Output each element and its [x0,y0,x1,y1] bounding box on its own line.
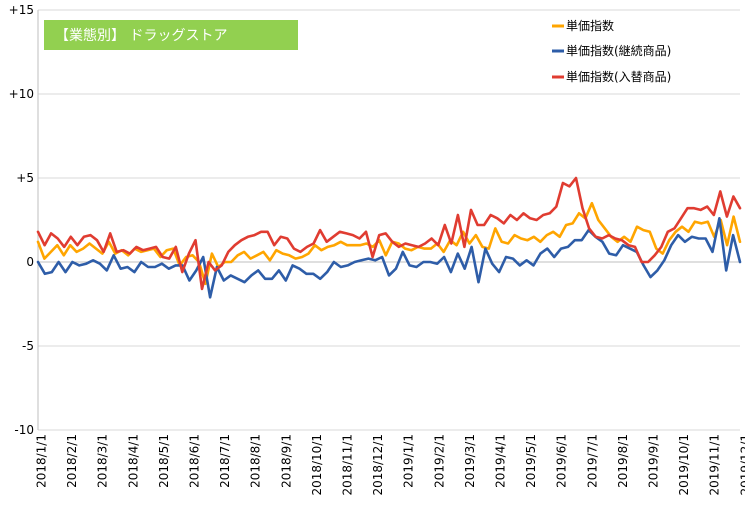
legend-label: 単価指数(入替商品) [566,69,671,84]
x-tick-label: 2018/10/1 [310,434,324,496]
x-tick-label: 2018/6/1 [188,434,202,488]
y-axis-ticks: +15 +10 +5 0 -5 -10 [9,3,34,437]
series-line-2 [36,217,742,299]
x-tick-label: 2018/12/1 [371,434,385,496]
legend-label: 単価指数(継続商品) [566,43,671,58]
x-tick-label: 2019/4/1 [494,434,508,488]
series-lines [36,176,742,299]
title-badge-text: 【業態別】 ドラッグストア [55,28,227,44]
x-tick-label: 2019/5/1 [524,434,538,488]
x-tick-label: 2018/1/1 [35,434,49,488]
title-badge-background [44,20,298,50]
y-tick-label: +5 [16,171,34,185]
x-axis-ticks: 2018/1/1 2018/2/1 2018/3/1 2018/4/1 2018/5/1… [35,434,745,496]
x-tick-label: 2019/9/1 [647,434,661,488]
x-tick-label: 2018/11/1 [341,434,355,496]
gridlines [37,9,740,431]
series-line-1 [36,201,742,286]
x-tick-label: 2018/5/1 [157,434,171,488]
x-tick-label: 2018/3/1 [96,434,110,488]
x-tick-label: 2019/11/1 [708,434,722,496]
x-tick-label: 2019/6/1 [555,434,569,488]
y-tick-label: -5 [22,339,34,353]
x-tick-label: 2018/8/1 [249,434,263,488]
x-tick-label: 2019/1/1 [402,434,416,488]
y-tick-label: 0 [26,255,34,269]
x-tick-label: 2019/2/1 [432,434,446,488]
x-tick-label: 2019/12/1 [738,434,745,496]
y-tick-label: +15 [9,3,34,17]
x-tick-label: 2019/8/1 [616,434,630,488]
x-tick-label: 2019/10/1 [677,434,691,496]
x-tick-label: 2019/7/1 [585,434,599,488]
legend-label: 単価指数 [566,18,614,33]
x-tick-label: 2019/3/1 [463,434,477,488]
x-tick-label: 2018/4/1 [126,434,140,488]
title-badge: 【業態別】 ドラッグストア [44,20,298,50]
y-tick-label: -10 [14,423,34,437]
x-tick-label: 2018/2/1 [65,434,79,488]
x-tick-label: 2018/9/1 [279,434,293,488]
x-tick-label: 2018/7/1 [218,434,232,488]
y-tick-label: +10 [9,87,34,101]
series-line-3 [36,176,742,291]
